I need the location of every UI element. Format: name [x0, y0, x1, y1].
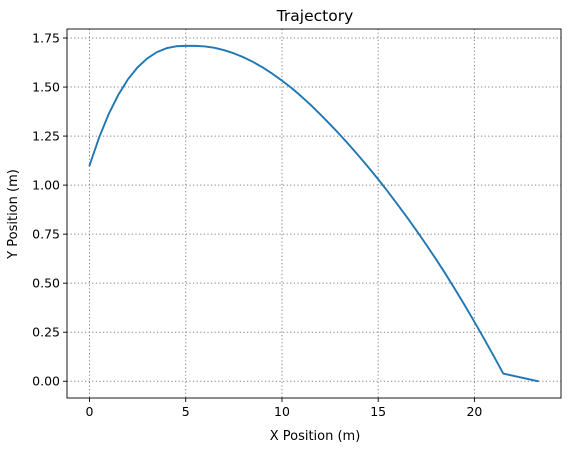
y-tick-label: 0.50 [32, 276, 60, 291]
x-axis: 0 5 10 15 20 [86, 398, 482, 419]
chart-title: Trajectory [276, 7, 354, 25]
x-tick-label: 20 [466, 404, 482, 419]
y-tick-label: 1.25 [32, 129, 60, 144]
y-tick-label: 1.00 [32, 178, 60, 193]
y-tick-label: 1.50 [32, 80, 60, 95]
y-tick-label: 0.00 [32, 374, 60, 389]
y-tick-label: 0.75 [32, 227, 60, 242]
y-axis: 0.00 0.25 0.50 0.75 1.00 1.25 1.50 1.75 [32, 31, 67, 389]
x-tick-label: 5 [182, 404, 190, 419]
x-tick-label: 15 [370, 404, 386, 419]
trajectory-line [88, 44, 539, 383]
plot-area [88, 44, 539, 383]
y-tick-label: 0.25 [32, 325, 60, 340]
axes-frame [66, 28, 562, 399]
grid [67, 29, 561, 398]
x-tick-label: 0 [86, 404, 94, 419]
y-axis-label: Y Position (m) [6, 169, 21, 260]
y-tick-label: 1.75 [32, 31, 60, 46]
x-axis-label: X Position (m) [270, 429, 361, 444]
x-tick-label: 10 [274, 404, 290, 419]
